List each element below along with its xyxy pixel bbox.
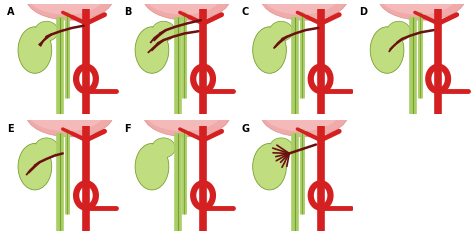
Ellipse shape (387, 21, 410, 41)
Ellipse shape (35, 21, 58, 41)
Ellipse shape (264, 144, 284, 168)
Ellipse shape (28, 96, 104, 131)
Ellipse shape (143, 0, 230, 20)
Ellipse shape (135, 144, 169, 190)
Ellipse shape (29, 27, 50, 51)
Ellipse shape (26, 93, 113, 137)
Text: E: E (7, 124, 14, 134)
Ellipse shape (29, 144, 50, 168)
Ellipse shape (253, 144, 286, 190)
Ellipse shape (35, 138, 58, 158)
Ellipse shape (146, 0, 221, 15)
Ellipse shape (370, 27, 404, 73)
Ellipse shape (152, 21, 175, 41)
Ellipse shape (152, 138, 175, 158)
Ellipse shape (263, 0, 338, 15)
Ellipse shape (146, 144, 167, 168)
Ellipse shape (253, 27, 286, 73)
Ellipse shape (146, 27, 167, 51)
Ellipse shape (18, 27, 52, 73)
Ellipse shape (270, 21, 293, 41)
Ellipse shape (146, 96, 221, 131)
Ellipse shape (270, 138, 293, 158)
Text: A: A (7, 7, 15, 17)
Ellipse shape (381, 27, 402, 51)
Ellipse shape (261, 93, 348, 137)
Text: C: C (242, 7, 249, 17)
Ellipse shape (18, 144, 52, 190)
Ellipse shape (26, 0, 113, 20)
Text: G: G (242, 124, 250, 134)
Ellipse shape (261, 0, 348, 20)
Ellipse shape (263, 96, 338, 131)
Ellipse shape (264, 27, 284, 51)
Ellipse shape (135, 27, 169, 73)
Ellipse shape (28, 0, 104, 15)
Text: B: B (124, 7, 131, 17)
Text: F: F (124, 124, 131, 134)
Text: D: D (359, 7, 367, 17)
Ellipse shape (381, 0, 456, 15)
Ellipse shape (143, 93, 230, 137)
Ellipse shape (378, 0, 465, 20)
